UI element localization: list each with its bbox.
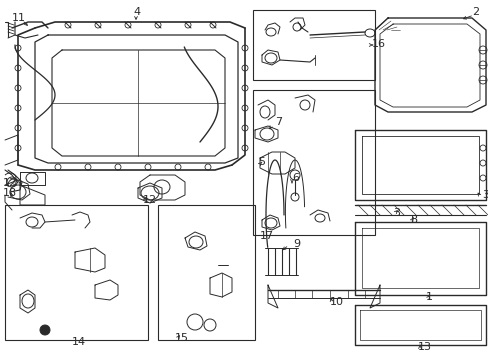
Bar (252, 10, 374, 80)
Ellipse shape (40, 325, 50, 335)
Text: 1: 1 (425, 292, 432, 302)
Text: 16: 16 (371, 39, 385, 49)
Text: 9: 9 (292, 239, 300, 249)
Text: 6: 6 (291, 173, 298, 183)
Text: 11: 11 (12, 13, 26, 23)
Text: 17: 17 (260, 231, 274, 241)
Text: 10: 10 (329, 297, 343, 307)
Text: 18: 18 (3, 188, 17, 198)
Text: 4: 4 (133, 7, 140, 17)
Text: 2: 2 (471, 7, 478, 17)
Text: 12: 12 (3, 178, 17, 188)
Text: 5: 5 (258, 157, 264, 167)
Bar (5, 205, 148, 340)
Text: 15: 15 (175, 333, 189, 343)
Bar (158, 205, 254, 340)
Text: 7: 7 (274, 117, 282, 127)
Text: 13: 13 (417, 342, 431, 352)
Bar (252, 90, 374, 235)
Text: 12: 12 (142, 195, 157, 205)
Text: 14: 14 (72, 337, 86, 347)
Text: 3: 3 (392, 208, 399, 218)
Text: 3: 3 (481, 190, 488, 200)
Text: 8: 8 (409, 215, 416, 225)
